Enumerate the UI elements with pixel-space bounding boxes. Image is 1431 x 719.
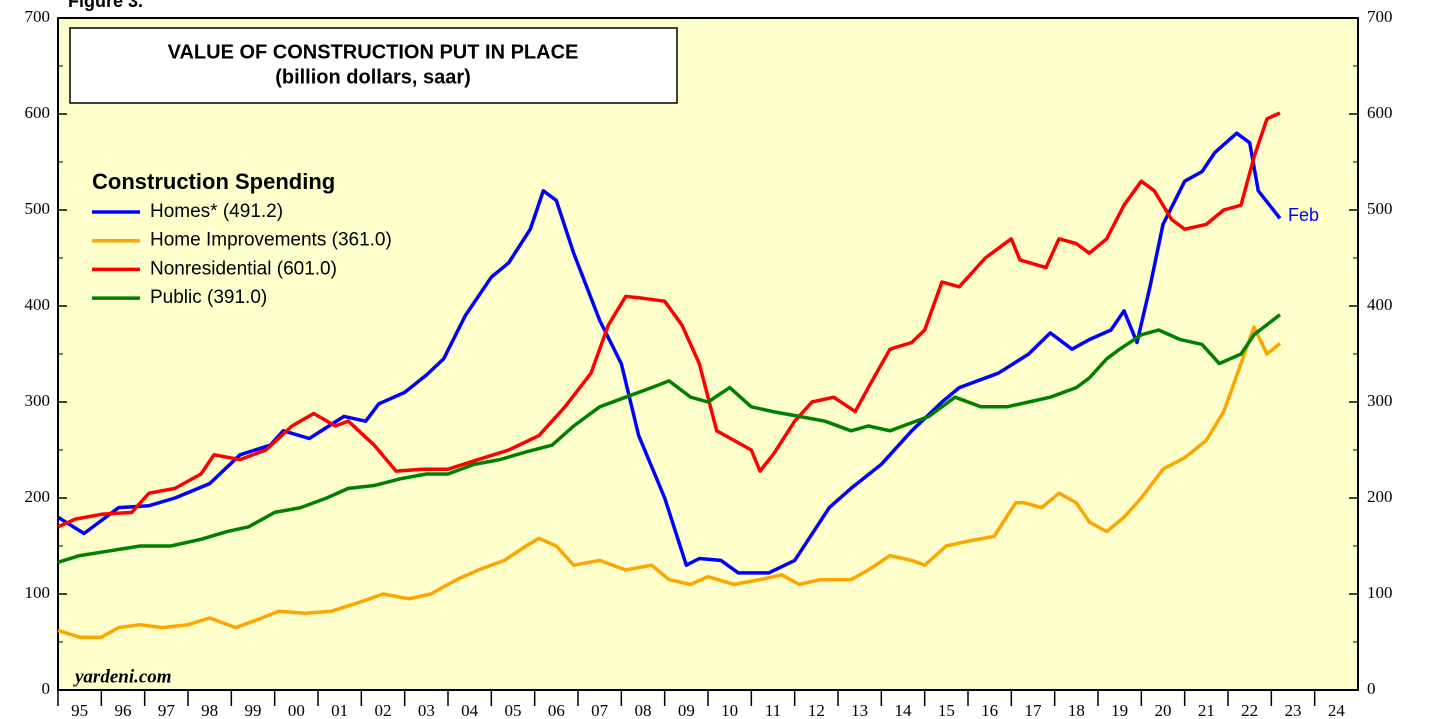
legend-title: Construction Spending: [92, 169, 335, 194]
x-tick-label: 99: [245, 701, 262, 719]
y2-tick-label: 0: [1367, 679, 1376, 698]
end-annotation: Feb: [1288, 205, 1319, 225]
x-tick-label: 10: [721, 701, 738, 719]
x-tick-label: 14: [895, 701, 913, 719]
x-tick-label: 24: [1328, 701, 1346, 719]
x-tick-label: 95: [71, 701, 88, 719]
y-tick-label: 700: [25, 7, 51, 26]
x-tick-label: 01: [331, 701, 348, 719]
x-tick-label: 00: [288, 701, 305, 719]
legend-label: Public (391.0): [150, 287, 267, 308]
figure-label: Figure 3.: [68, 0, 143, 11]
x-tick-label: 15: [938, 701, 955, 719]
series-line: [57, 111, 1281, 529]
legend-label: Homes* (491.2): [150, 201, 283, 222]
x-tick-label: 18: [1068, 701, 1085, 719]
chart-title: VALUE OF CONSTRUCTION PUT IN PLACE: [168, 41, 579, 63]
x-tick-label: 21: [1198, 701, 1215, 719]
x-tick-label: 05: [505, 701, 522, 719]
series-line: [57, 313, 1282, 564]
title-box: [69, 27, 678, 104]
y2-tick-label: 400: [1367, 295, 1393, 314]
x-tick-label: 08: [635, 701, 652, 719]
y-tick-label: 0: [42, 679, 51, 698]
y2-tick-label: 700: [1367, 7, 1393, 26]
y2-tick-label: 300: [1367, 391, 1393, 410]
y-tick-label: 300: [25, 391, 51, 410]
x-tick-label: 17: [1025, 701, 1043, 719]
x-tick-label: 98: [201, 701, 218, 719]
y-tick-label: 400: [25, 295, 51, 314]
x-tick-label: 12: [808, 701, 825, 719]
y-tick-label: 200: [25, 487, 51, 506]
x-tick-label: 23: [1285, 701, 1302, 719]
y-tick-label: 600: [25, 103, 51, 122]
x-tick-label: 22: [1241, 701, 1258, 719]
legend-label: Nonresidential (601.0): [150, 258, 337, 279]
x-tick-label: 97: [158, 701, 176, 719]
x-tick-label: 02: [375, 701, 392, 719]
plot-area: [57, 17, 1359, 691]
x-tick-label: 19: [1111, 701, 1128, 719]
x-tick-label: 13: [851, 701, 868, 719]
series-line: [57, 325, 1282, 639]
y2-tick-label: 600: [1367, 103, 1393, 122]
x-tick-label: 07: [591, 701, 609, 719]
x-tick-label: 11: [765, 701, 781, 719]
x-tick-label: 06: [548, 701, 565, 719]
x-tick-label: 20: [1155, 701, 1172, 719]
x-tick-label: 09: [678, 701, 695, 719]
y2-tick-label: 200: [1367, 487, 1393, 506]
source: yardeni.com: [73, 666, 172, 687]
y-tick-label: 100: [25, 583, 51, 602]
y2-tick-label: 100: [1367, 583, 1393, 602]
x-tick-label: 16: [981, 701, 998, 719]
x-tick-label: 04: [461, 701, 479, 719]
y-tick-label: 500: [25, 199, 51, 218]
chart-subtitle: (billion dollars, saar): [275, 66, 471, 88]
legend-label: Home Improvements (361.0): [150, 230, 392, 251]
x-tick-label: 96: [115, 701, 132, 719]
y2-tick-label: 500: [1367, 199, 1393, 218]
x-tick-label: 03: [418, 701, 435, 719]
